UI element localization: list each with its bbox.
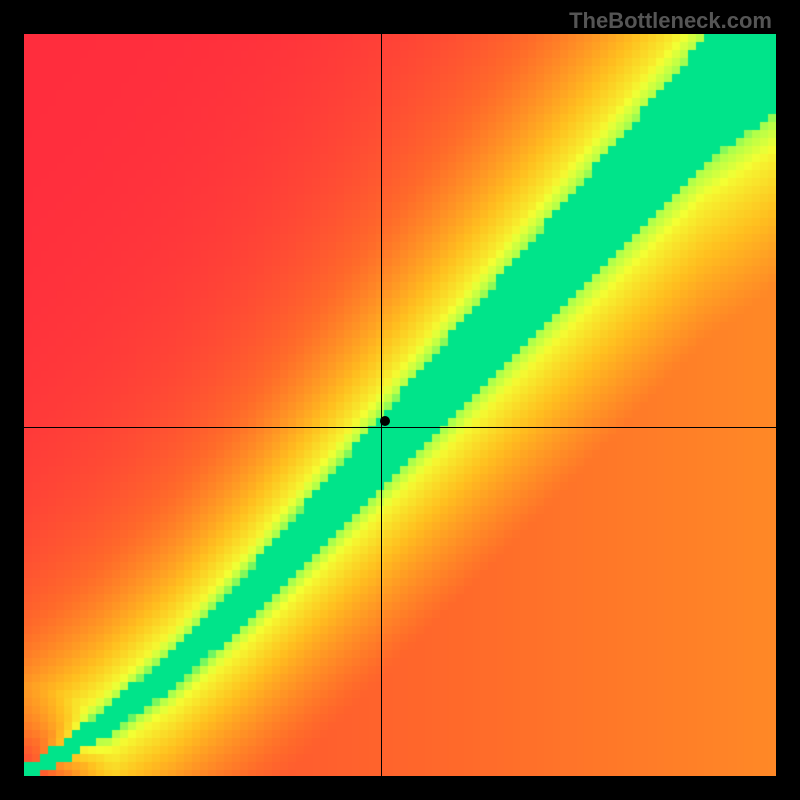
heatmap-plot: [24, 34, 776, 776]
chart-container: TheBottleneck.com: [0, 0, 800, 800]
crosshair-horizontal: [24, 427, 776, 428]
heatmap-canvas: [24, 34, 776, 776]
watermark-text: TheBottleneck.com: [569, 8, 772, 34]
crosshair-vertical: [381, 34, 382, 776]
data-point-marker: [380, 416, 390, 426]
